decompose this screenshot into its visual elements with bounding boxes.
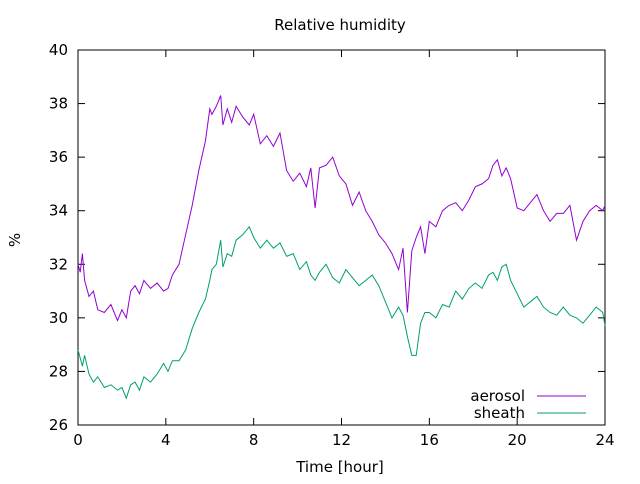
series-line-aerosol (77, 95, 606, 322)
x-tick-label: 24 (595, 431, 614, 449)
legend-label-aerosol: aerosol (470, 387, 525, 405)
x-tick-label: 12 (332, 431, 351, 449)
x-tick-label: 8 (249, 431, 259, 449)
y-tick-label: 26 (49, 416, 68, 434)
y-tick-label: 30 (49, 309, 68, 327)
series-lines (77, 95, 606, 400)
legend-label-sheath: sheath (474, 404, 525, 422)
y-tick-label: 38 (49, 95, 68, 113)
x-tick-label: 0 (73, 431, 83, 449)
plot-frame (77, 49, 606, 426)
y-tick-label: 36 (49, 148, 68, 166)
y-tick-label: 28 (49, 362, 68, 380)
x-tick-label: 4 (161, 431, 171, 449)
chart-title: Relative humidity (274, 16, 406, 34)
y-tick-label: 32 (49, 255, 68, 273)
legend: aerosol sheath (470, 387, 586, 422)
x-tick-label: 20 (508, 431, 527, 449)
x-axis-label: Time [hour] (295, 458, 384, 476)
y-tick-label: 40 (49, 41, 68, 59)
y-tick-label: 34 (49, 202, 68, 220)
series-line-sheath (77, 225, 606, 400)
x-tick-label: 16 (420, 431, 439, 449)
y-axis-label: % (6, 233, 24, 247)
axis-ticks: 0 4 8 12 16 20 24 26 28 30 32 34 36 38 40 (49, 41, 615, 449)
